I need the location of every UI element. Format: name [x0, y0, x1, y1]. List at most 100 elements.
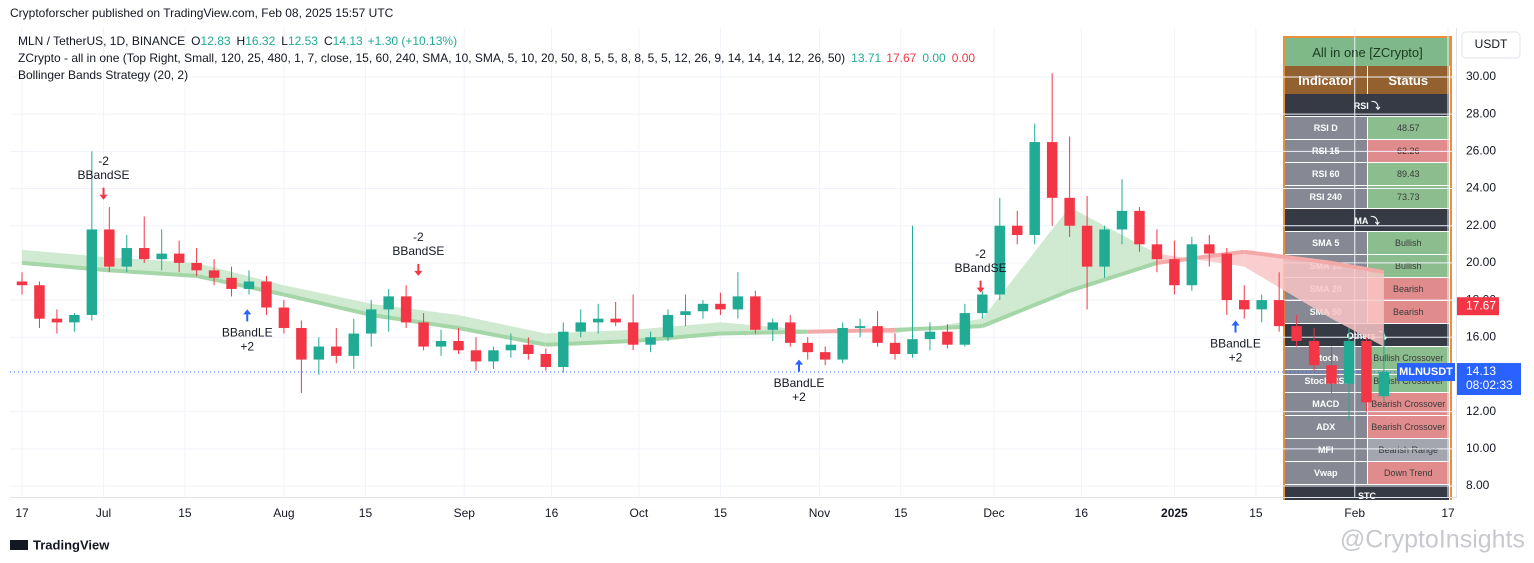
status-cell: Bearish: [1367, 278, 1450, 300]
unit-box[interactable]: [1461, 31, 1521, 59]
candle-body: [558, 331, 569, 368]
last-name: MLNUSDT: [1399, 366, 1453, 378]
candle-body: [156, 253, 167, 260]
candle-body: [278, 307, 290, 328]
ohlc-key: C: [324, 34, 333, 48]
x-tick-label: 16: [1075, 506, 1089, 520]
table-row: RSI 60 89.43: [1285, 163, 1450, 186]
column-header: Indicator: [1285, 66, 1368, 94]
x-tick-label: Jul: [96, 506, 111, 520]
legend-line: ZCrypto - all in one (Top Right, Small, …: [18, 51, 975, 65]
price-badge: [1457, 297, 1499, 316]
logo-mark: [10, 540, 28, 550]
ohlc-value: 14.13: [333, 34, 363, 48]
unit: USDT: [1475, 37, 1508, 51]
signal-arrowhead: [99, 194, 108, 200]
indicator-value: 17.67: [886, 51, 916, 65]
time-axis-border: [10, 497, 1456, 498]
candle-body: [819, 352, 831, 360]
last-price: 14.13: [1466, 364, 1496, 378]
price-axis-border: [1456, 28, 1457, 498]
candle-body: [767, 322, 779, 330]
candle-body: [331, 346, 342, 356]
signal-arrowhead: [794, 359, 803, 365]
candle-body: [732, 296, 744, 310]
indicator-cell: MACD: [1285, 393, 1368, 415]
indicator-value: 13.71: [851, 51, 881, 65]
status-cell: 89.43: [1367, 163, 1450, 185]
cloud-fill: [283, 285, 372, 315]
candle-body: [505, 344, 517, 351]
candle-body: [1273, 300, 1285, 327]
x-tick-label: 15: [178, 506, 192, 520]
status-cell: Bullish: [1367, 255, 1450, 277]
x-tick-label: 17: [15, 506, 29, 520]
candle-body: [785, 322, 796, 343]
x-tick-label: 15: [359, 506, 373, 520]
section-name: STC: [1285, 485, 1450, 500]
candle-body: [400, 296, 412, 323]
candle-body: [610, 318, 621, 323]
cloud-line: [1069, 261, 1158, 293]
candle-body: [1204, 244, 1215, 254]
signal-qty: -2: [413, 230, 424, 244]
table-title: All in one [ZCrypto]: [1285, 38, 1450, 66]
candle-body: [540, 354, 552, 368]
publisher: Cryptoforscher published on TradingView.…: [10, 6, 394, 20]
cloud-line: [1331, 260, 1385, 275]
x-tick-label: 15: [714, 506, 728, 520]
candle-body: [889, 342, 901, 355]
brand: TradingView: [33, 537, 110, 552]
cloud-line: [283, 292, 372, 317]
legend-line: MLN / TetherUS, 1D, BINANCE O12.83 H16.32 L…: [18, 34, 457, 48]
cloud-fill: [458, 314, 546, 345]
signal-arrowhead: [414, 270, 423, 276]
change: +1.30 (+10.13%): [368, 34, 457, 48]
x-tick-label: 15: [1249, 506, 1263, 520]
cloud-line: [1243, 249, 1332, 265]
signal-qty: +2: [240, 340, 254, 354]
ohlc-value: 16.32: [245, 34, 275, 48]
candle-body: [959, 313, 971, 345]
signal-arrowhead: [1231, 320, 1240, 326]
ohlc-value: 12.83: [201, 34, 231, 48]
candle-body: [575, 322, 586, 332]
y-tick-label: 20.00: [1466, 255, 1496, 269]
table-row: MFI Bearish Range: [1285, 439, 1450, 462]
signal-qty: -2: [975, 247, 986, 261]
table-row: SMA 5 Bullish: [1285, 232, 1450, 255]
candle-body: [1221, 253, 1233, 301]
candle-body: [138, 248, 150, 260]
column-header: Status: [1368, 66, 1450, 94]
candle-body: [715, 303, 726, 310]
indicator-value: 0.00: [922, 51, 946, 65]
signal-label: BBandLE: [774, 376, 825, 390]
x-tick-label: 16: [545, 506, 559, 520]
indicator-cell: ADX: [1285, 416, 1368, 438]
x-tick-label: Dec: [983, 506, 1004, 520]
candle-body: [435, 340, 447, 347]
signal-label: BBandSE: [955, 261, 1007, 275]
table-row: RSI D 48.57: [1285, 117, 1450, 140]
table-row: Vwap Down Trend: [1285, 462, 1450, 485]
y-tick-label: 16.00: [1466, 329, 1496, 343]
candle-body: [1378, 372, 1390, 397]
symbol: MLN / TetherUS, 1D, BINANCE: [18, 34, 185, 48]
candle-body: [488, 350, 499, 362]
status-cell: 48.57: [1367, 117, 1450, 139]
x-tick-label: Oct: [630, 506, 649, 520]
candle-body: [86, 229, 98, 315]
candle-body: [1238, 300, 1250, 310]
indicator-value: 0.00: [952, 51, 976, 65]
y-tick-label: 12.00: [1466, 404, 1496, 418]
cloud-fill: [982, 207, 1070, 327]
section-name: RSI ⤵: [1285, 94, 1450, 116]
candle-body: [1046, 142, 1058, 198]
candle-body: [1134, 210, 1145, 245]
candle-body: [907, 339, 918, 355]
ohlc-value: 12.53: [288, 34, 318, 48]
status-cell: Bearish Crossover: [1367, 393, 1450, 415]
x-tick-label: Aug: [273, 506, 294, 520]
section-row: STC: [1285, 485, 1450, 500]
